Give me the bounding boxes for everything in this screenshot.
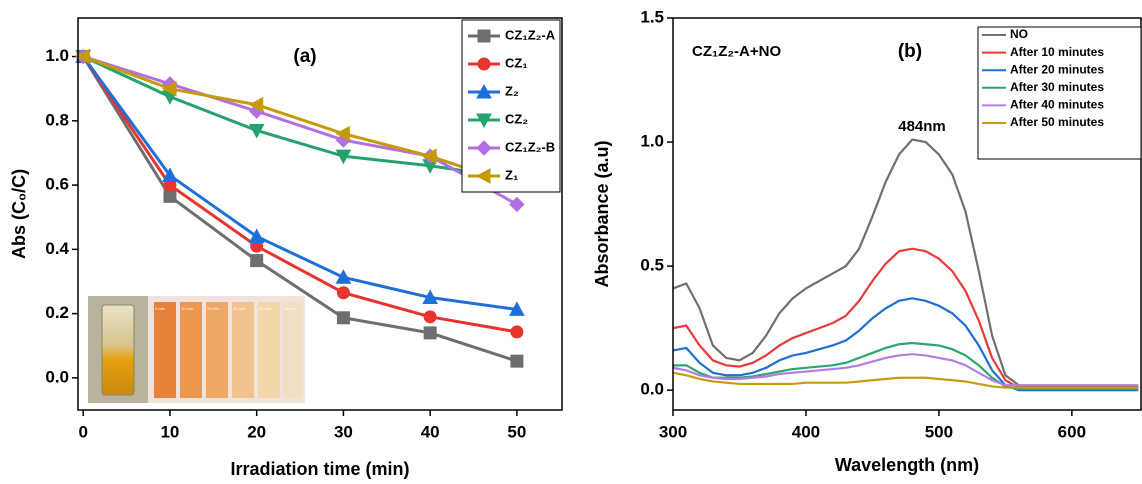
inset-cuvette bbox=[206, 302, 228, 398]
legend-marker bbox=[475, 168, 491, 184]
legend-marker bbox=[477, 57, 491, 71]
x-axis-title: Irradiation time (min) bbox=[230, 459, 409, 479]
x-tick-label: 600 bbox=[1058, 422, 1086, 441]
x-tick-label: 50 bbox=[507, 422, 526, 441]
series-line bbox=[81, 55, 518, 334]
series-line bbox=[81, 55, 518, 311]
y-tick-label: 0.6 bbox=[45, 175, 69, 194]
series-line bbox=[82, 55, 518, 181]
inset-label: 10 min bbox=[181, 306, 193, 311]
series-line bbox=[673, 353, 1139, 387]
legend-label: After 30 minutes bbox=[1010, 80, 1104, 94]
legend-label: After 10 minutes bbox=[1010, 45, 1104, 59]
marker bbox=[248, 228, 265, 243]
y-tick-label: 0.0 bbox=[640, 380, 664, 399]
legend-marker bbox=[476, 113, 492, 129]
series-line bbox=[673, 138, 1139, 388]
marker bbox=[162, 167, 178, 182]
marker bbox=[161, 80, 177, 97]
x-tick-label: 10 bbox=[160, 422, 179, 441]
y-tick-label: 1.0 bbox=[45, 46, 69, 65]
y-tick-label: 1.0 bbox=[640, 132, 664, 151]
legend-marker bbox=[476, 83, 492, 99]
legend-box bbox=[977, 26, 1142, 160]
x-tick-label: 0 bbox=[78, 422, 87, 441]
inset-cuvette bbox=[258, 302, 280, 398]
inset-photo bbox=[88, 296, 305, 403]
x-tick-label: 400 bbox=[792, 422, 820, 441]
y-tick-label: 1.5 bbox=[640, 7, 664, 26]
series-line bbox=[673, 297, 1139, 392]
marker bbox=[510, 354, 524, 368]
legend-label: CZ₁Z₂-A bbox=[505, 27, 556, 42]
marker bbox=[510, 325, 524, 339]
series-line bbox=[673, 371, 1139, 389]
annotation: CZ₁Z₂-A+NO bbox=[692, 43, 781, 60]
x-axis-title: Wavelength (nm) bbox=[835, 455, 979, 475]
marker bbox=[248, 96, 264, 113]
y-tick-label: 0.0 bbox=[45, 367, 69, 386]
legend-label: CZ₁ bbox=[505, 55, 528, 70]
marker bbox=[163, 189, 177, 203]
marker bbox=[335, 269, 352, 284]
series-line bbox=[673, 247, 1139, 389]
x-tick-label: 40 bbox=[421, 422, 440, 441]
plot-frame bbox=[672, 17, 1142, 411]
marker bbox=[422, 289, 438, 305]
x-tick-label: 500 bbox=[925, 422, 953, 441]
series-line bbox=[82, 55, 518, 187]
plot-frame bbox=[77, 17, 563, 411]
y-tick-label: 0.2 bbox=[45, 303, 69, 322]
marker bbox=[509, 301, 525, 316]
chart-title: (b) bbox=[898, 41, 922, 62]
marker bbox=[336, 311, 350, 325]
inset-cuvette bbox=[154, 302, 176, 398]
legend-label: After 50 minutes bbox=[1010, 115, 1104, 129]
x-tick-label: 30 bbox=[334, 422, 353, 441]
inset-cuvette bbox=[232, 302, 254, 398]
x-tick-label: 20 bbox=[247, 422, 266, 441]
marker bbox=[335, 149, 352, 165]
inset-label: 0 min bbox=[155, 306, 165, 311]
inset-cuvette bbox=[283, 302, 302, 398]
inset-label: 30 min bbox=[233, 306, 245, 311]
series-line bbox=[673, 341, 1139, 391]
series-line bbox=[81, 55, 518, 363]
y-axis-title: Absorbance (a.u) bbox=[592, 140, 612, 287]
annotation: 484nm bbox=[898, 118, 946, 135]
y-tick-label: 0.5 bbox=[640, 256, 664, 275]
legend-label: After 20 minutes bbox=[1010, 62, 1104, 76]
legend-label: Z₁ bbox=[505, 167, 518, 182]
marker bbox=[336, 286, 350, 300]
legend-label: CZ₁Z₂-B bbox=[505, 139, 555, 154]
inset-label: 40 min bbox=[259, 306, 271, 311]
marker bbox=[423, 326, 437, 340]
inset-label: 50 min bbox=[285, 306, 297, 311]
y-tick-label: 0.4 bbox=[45, 239, 69, 258]
legend-label: Z₂ bbox=[505, 83, 519, 98]
x-tick-label: 300 bbox=[659, 422, 687, 441]
inset-label: 20 min bbox=[207, 306, 219, 311]
legend-marker bbox=[476, 140, 492, 156]
legend-box bbox=[461, 19, 561, 193]
legend-label: NO bbox=[1010, 27, 1028, 41]
marker bbox=[248, 123, 265, 139]
inset-cuvette bbox=[180, 302, 202, 398]
chart-title: (a) bbox=[293, 46, 316, 67]
legend-label: After 40 minutes bbox=[1010, 98, 1104, 112]
marker bbox=[250, 254, 264, 268]
marker bbox=[422, 148, 437, 165]
y-tick-label: 0.8 bbox=[45, 110, 69, 129]
marker bbox=[335, 125, 350, 142]
y-axis-title: Abs (C₀/C) bbox=[9, 169, 29, 259]
legend-label: CZ₂ bbox=[505, 111, 528, 126]
legend-marker bbox=[477, 29, 491, 43]
marker bbox=[75, 48, 90, 65]
series-line bbox=[82, 55, 518, 206]
inset-vial bbox=[101, 304, 135, 396]
marker bbox=[509, 196, 525, 213]
marker bbox=[423, 310, 437, 324]
